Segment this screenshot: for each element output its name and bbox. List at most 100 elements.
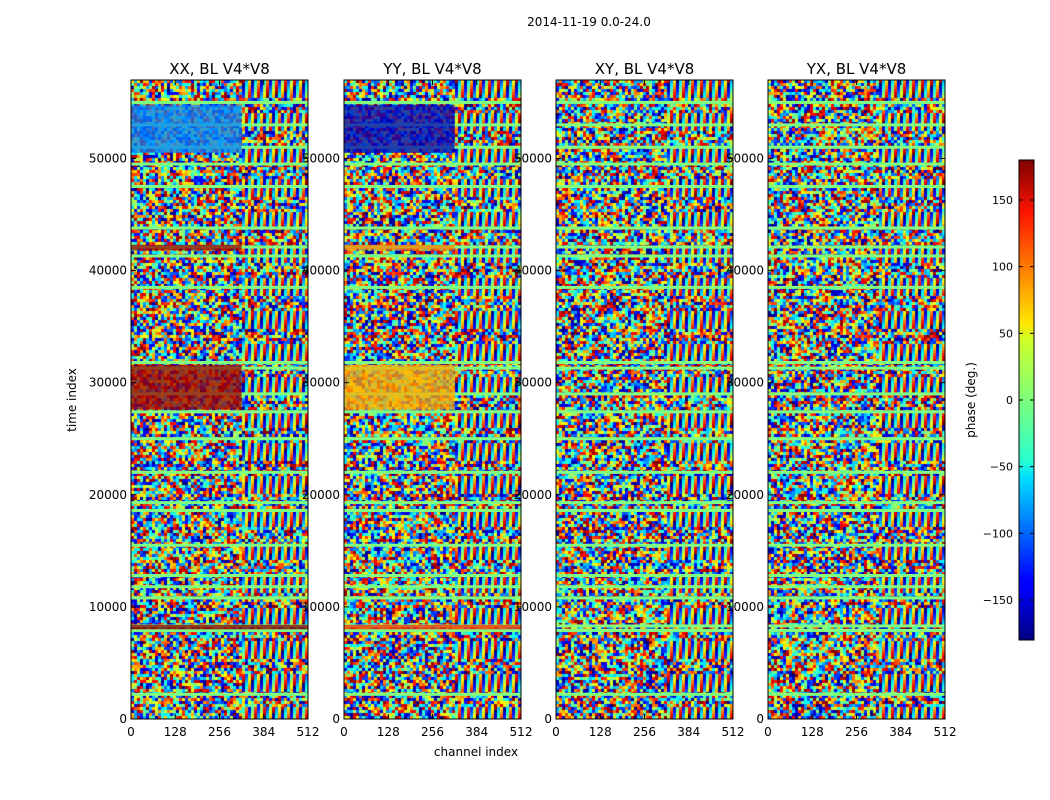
heatmap-panels: XX, BL V4*V8 0 128 256 384 512 0 10000 20000 3000…: [89, 60, 957, 739]
flagged-row: [768, 123, 945, 127]
coherent-phase-region: [131, 624, 308, 630]
flagged-row: [344, 410, 521, 414]
panel-title: XY, BL V4*V8: [595, 60, 695, 78]
coherent-phase-region: [131, 364, 242, 410]
flagged-row: [556, 574, 733, 578]
y-tick-label: 10000: [302, 600, 340, 614]
x-tick-label: 512: [510, 725, 533, 739]
colorbar-label: phase (deg.): [964, 362, 978, 438]
colorbar-tick-label: 150: [992, 194, 1013, 207]
y-tick-label: 20000: [302, 488, 340, 502]
flagged-row: [131, 185, 308, 188]
flagged-row: [131, 226, 308, 230]
flagged-row: [556, 245, 733, 249]
colorbar-tick-label: 0: [1006, 394, 1013, 407]
colorbar-tick-label: 100: [992, 261, 1013, 274]
x-tick-label: 0: [340, 725, 348, 739]
x-tick-label: 0: [552, 725, 560, 739]
y-tick-label: 40000: [514, 264, 552, 278]
x-tick-label: 384: [465, 725, 488, 739]
y-tick-label: 20000: [89, 488, 127, 502]
flagged-row: [344, 470, 521, 474]
flagged-row: [768, 410, 945, 414]
y-tick-label: 50000: [726, 151, 764, 165]
x-tick-label: 128: [164, 725, 187, 739]
flagged-row: [556, 596, 733, 600]
flagged-row: [556, 185, 733, 188]
x-tick-label: 384: [677, 725, 700, 739]
panel-yx: YX, BL V4*V8 0 128 256 384 512 0 10000 20000 3000…: [726, 60, 957, 739]
y-tick-label: 0: [756, 712, 764, 726]
x-tick-label: 512: [722, 725, 745, 739]
panel-title: XX, BL V4*V8: [169, 60, 270, 78]
flagged-row: [768, 596, 945, 600]
x-tick-label: 256: [633, 725, 656, 739]
flagged-row: [556, 285, 733, 289]
x-axis-label: channel index: [434, 745, 518, 759]
y-tick-label: 50000: [89, 151, 127, 165]
flagged-row: [556, 254, 733, 258]
colorbar-tick-label: −50: [990, 461, 1013, 474]
x-tick-label: 384: [889, 725, 912, 739]
flagged-row: [556, 226, 733, 230]
flagged-row: [344, 692, 521, 696]
flagged-row: [344, 185, 521, 188]
x-tick-label: 0: [127, 725, 135, 739]
y-tick-label: 50000: [302, 151, 340, 165]
flagged-row: [768, 100, 945, 104]
y-tick-label: 50000: [514, 151, 552, 165]
colorbar-ticks: −150 −100 −50 0 50 100 150: [983, 194, 1034, 607]
flagged-row: [768, 543, 945, 547]
y-tick-label: 40000: [89, 264, 127, 278]
x-tick-label: 128: [377, 725, 400, 739]
y-tick-label: 30000: [514, 376, 552, 390]
flagged-row: [768, 285, 945, 289]
flagged-row: [131, 470, 308, 474]
flagged-row: [556, 392, 733, 396]
flagged-row: [768, 508, 945, 512]
colorbar-tick-label: 50: [999, 327, 1013, 340]
flagged-row: [768, 470, 945, 474]
panel-xy: XY, BL V4*V8 0 128 256 384 512 0 10000 20000 3000…: [514, 60, 745, 739]
coherent-phase-region: [344, 364, 455, 410]
flagged-row: [768, 628, 945, 632]
flagged-row: [131, 254, 308, 258]
flagged-row: [768, 585, 945, 589]
flagged-row: [131, 361, 308, 365]
phase-noise-field: [556, 80, 733, 719]
x-tick-label: 256: [208, 725, 231, 739]
flagged-row: [131, 501, 308, 505]
flagged-row: [131, 162, 308, 166]
y-axis-label: time index: [65, 368, 79, 432]
phase-noise-field: [768, 80, 945, 719]
flagged-row: [344, 596, 521, 600]
flagged-row: [131, 508, 308, 512]
flagged-row: [556, 162, 733, 166]
y-tick-label: 40000: [302, 264, 340, 278]
y-tick-label: 0: [332, 712, 340, 726]
flagged-row: [131, 100, 308, 104]
flagged-row: [344, 543, 521, 547]
panel-title: YY, BL V4*V8: [382, 60, 481, 78]
flagged-row: [344, 437, 521, 441]
y-tick-label: 20000: [726, 488, 764, 502]
x-tick-label: 384: [252, 725, 275, 739]
flagged-row: [556, 366, 733, 370]
colorbar-tick-label: −100: [983, 527, 1013, 540]
y-tick-label: 20000: [514, 488, 552, 502]
flagged-row: [556, 437, 733, 441]
panel-title: YX, BL V4*V8: [806, 60, 907, 78]
flagged-row: [344, 574, 521, 578]
colorbar-tick-label: −150: [983, 594, 1013, 607]
x-tick-label: 128: [589, 725, 612, 739]
y-tick-label: 30000: [302, 376, 340, 390]
y-tick-label: 10000: [726, 600, 764, 614]
coherent-phase-region: [344, 624, 521, 630]
flagged-row: [556, 508, 733, 512]
flagged-row: [344, 100, 521, 104]
flagged-row: [344, 508, 521, 512]
flagged-row: [768, 245, 945, 249]
coherent-phase-region: [131, 244, 242, 251]
y-tick-label: 30000: [726, 376, 764, 390]
panel-xx: XX, BL V4*V8 0 128 256 384 512 0 10000 20000 3000…: [89, 60, 320, 739]
